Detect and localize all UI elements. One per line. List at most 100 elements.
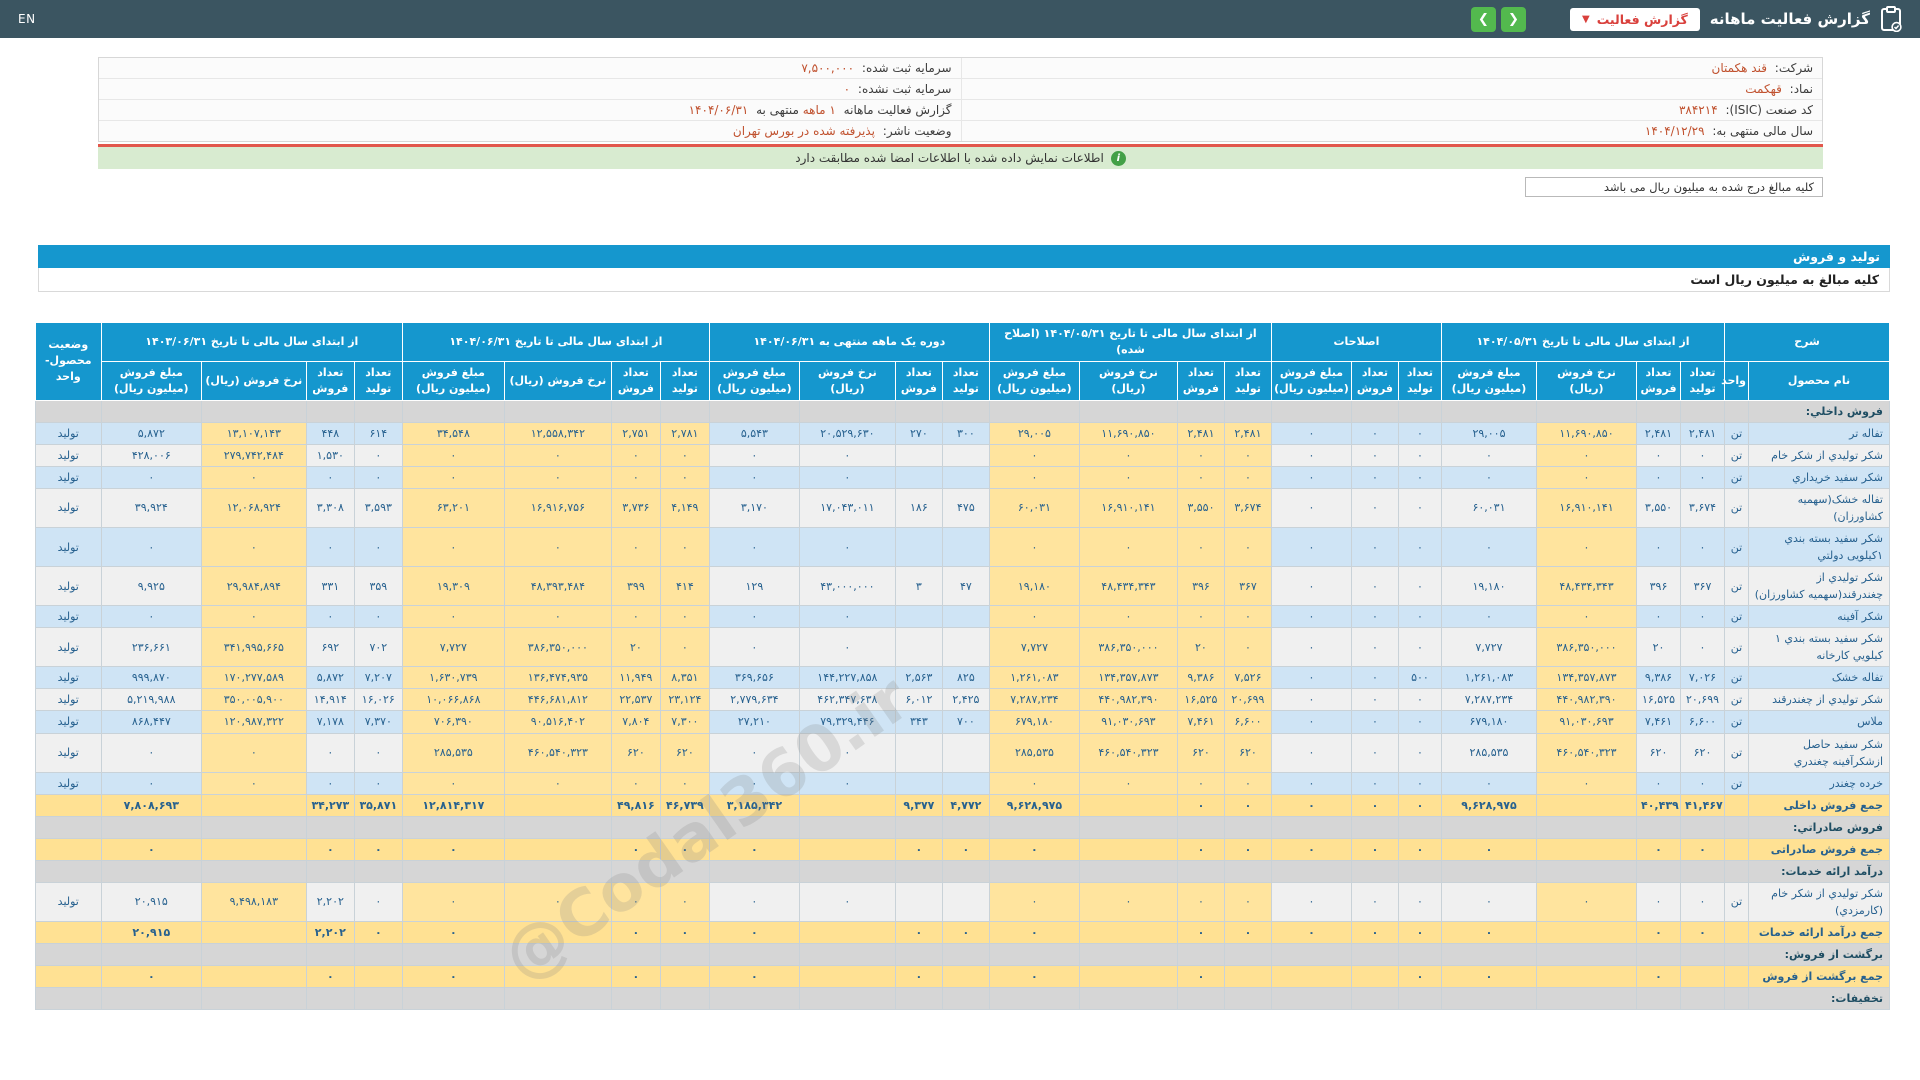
value-cell-adj: ۰: [1270, 605, 1352, 629]
value-cell-g6: ۰: [610, 605, 661, 629]
value-cell-g7: ۹,۹۲۵: [100, 566, 202, 607]
value-cell-g4: ۴۴۰,۹۸۲,۳۹۰: [1078, 688, 1178, 712]
col-sub-header: تعداد تولید: [1223, 360, 1272, 401]
value-cell-adj: ۰: [1350, 527, 1399, 568]
language-switch-en[interactable]: EN: [18, 12, 36, 26]
value-cell-g5: ۲۷۰: [894, 421, 943, 445]
value-cell-g1: ۶۲۰: [1636, 732, 1681, 773]
value-cell-g6: ۴۹,۸۱۶: [610, 793, 661, 817]
value-cell-g6: ۰: [659, 465, 710, 489]
value-cell-adj: ۰: [1350, 487, 1399, 529]
value-cell-g7: ۵,۸۷۲: [305, 666, 355, 690]
status-cell: تولید: [34, 605, 102, 629]
value-cell-adj: ۰: [1397, 465, 1442, 489]
value-cell-g7: ۶۱۴: [353, 421, 403, 445]
table-cell: [1350, 815, 1399, 839]
value-cell-adj: ۰: [1397, 965, 1442, 989]
value-cell-g7: ۵,۸۷۲: [100, 421, 202, 445]
report-type-dropdown[interactable]: گزارش فعالیت ▼: [1569, 7, 1700, 31]
page-title: گزارش فعالیت ماهانه: [1709, 10, 1870, 28]
value-cell-g7: ۳۴۱,۹۹۵,۶۶۵: [200, 627, 307, 668]
table-cell: [100, 859, 202, 883]
value-cell-g6: ۴۸,۳۹۳,۴۸۴: [503, 566, 612, 607]
value-cell-g5: [941, 465, 990, 489]
value-cell-adj: ۰: [1397, 443, 1442, 467]
info-row: کد صنعت (ISIC): ۳۸۴۲۱۴ گزارش فعالیت ماها…: [99, 100, 1822, 121]
unit-cell: تن: [1724, 421, 1749, 445]
prev-report-button[interactable]: ❮: [1500, 6, 1526, 32]
value-cell-g7: ۳۵۰,۰۰۵,۹۰۰: [200, 688, 307, 712]
table-cell: [100, 399, 202, 423]
value-cell-g6: ۰: [610, 920, 661, 944]
table-cell: [1078, 815, 1178, 839]
value-cell-g1: ۰: [1440, 965, 1538, 989]
value-cell-adj: ۰: [1350, 666, 1399, 690]
value-cell-adj: ۰: [1270, 527, 1352, 568]
value-cell-g1: ۷,۲۸۷,۲۳۴: [1440, 688, 1538, 712]
table-row: تفاله خشک(سهمیه کشاورزان) تن ۳,۶۷۴ ۳,۵۵۰ ۱۶,…: [34, 487, 1890, 529]
value-cell-g6: ۰: [401, 527, 505, 568]
value-cell-adj: ۰: [1397, 881, 1442, 922]
value-cell-g6: ۰: [503, 443, 612, 467]
table-cell: [1536, 859, 1637, 883]
symbol-label: نماد:: [1789, 82, 1813, 96]
value-cell-g5: ۰: [708, 837, 800, 861]
value-cell-adj: ۰: [1270, 771, 1352, 795]
table-row: تفاله تر تن ۲,۴۸۱ ۲,۴۸۱ ۱۱,۶۹۰,۸۵۰ ۲۹,۰۰۵ ۰ ۰ ۰ ۲…: [34, 421, 1890, 445]
value-cell-g4: ۶۰,۰۳۱: [988, 487, 1080, 529]
value-cell-g7: ۰: [305, 732, 355, 773]
value-cell-g1: ۰: [1636, 465, 1681, 489]
value-cell-g6: ۱۶,۹۱۶,۷۵۶: [503, 487, 612, 529]
value-cell-g7: ۳۹,۹۲۴: [100, 487, 202, 529]
product-name-cell: ملاس: [1748, 710, 1890, 734]
value-cell-g1: [1536, 793, 1637, 817]
value-cell-g1: ۰: [1680, 837, 1725, 861]
col-sub-header: مبلغ فروش (میلیون ریال): [708, 360, 800, 401]
value-cell-g5: ۱۴۴,۲۲۷,۸۵۸: [798, 666, 896, 690]
value-cell-g4: ۰: [1176, 465, 1225, 489]
value-cell-adj: ۰: [1270, 443, 1352, 467]
col-group-adj: اصلاحات: [1270, 322, 1442, 362]
signature-notice-text: اطلاعات نمایش داده شده با اطلاعات امضا ش…: [795, 151, 1104, 165]
table-cell: [200, 815, 307, 839]
table-cell: [894, 859, 943, 883]
value-cell-g4: [1078, 793, 1178, 817]
value-cell-g4: ۲,۴۸۱: [1176, 421, 1225, 445]
unit-cell: تن: [1724, 566, 1749, 607]
unit-cell: تن: [1724, 881, 1749, 922]
value-cell-g6: ۲۲,۵۳۷: [610, 688, 661, 712]
value-cell-adj: ۰: [1270, 666, 1352, 690]
product-name-cell: خرده چغندر: [1748, 771, 1890, 795]
table-cell: [941, 859, 990, 883]
next-report-button[interactable]: ❯: [1470, 6, 1496, 32]
value-cell-g4: ۰: [988, 771, 1080, 795]
issuer-status-value: پذیرفته شده در بورس تهران: [732, 124, 875, 138]
col-group-g5: دوره یک ماهه منتهی به ۱۴۰۴/۰۶/۳۱: [708, 322, 990, 362]
value-cell-g1: ۰: [1680, 527, 1725, 568]
table-cell: [34, 942, 102, 967]
value-cell-g7: ۱۷۰,۲۷۷,۵۸۹: [200, 666, 307, 690]
col-group-g6: از ابتدای سال مالی تا تاریخ ۱۴۰۴/۰۶/۳۱: [401, 322, 710, 362]
unit-cell: [1724, 837, 1749, 861]
table-cell: [1636, 987, 1681, 1011]
section-row: برگشت از فروش:: [34, 942, 1890, 967]
value-cell-g1: ۰: [1636, 881, 1681, 922]
value-cell-adj: ۰: [1397, 605, 1442, 629]
value-cell-g4: ۰: [988, 605, 1080, 629]
value-cell-g4: [1223, 965, 1272, 989]
col-sub-header: نرخ فروش (ریال): [200, 360, 307, 401]
col-sub-header: نرخ فروش (ریال): [1536, 360, 1637, 401]
value-cell-g7: ۷۰۲: [353, 627, 403, 668]
value-cell-g1: ۰: [1680, 881, 1725, 922]
value-cell-g4: ۰: [988, 443, 1080, 467]
value-cell-g6: ۱۹,۳۰۹: [401, 566, 505, 607]
col-sub-header: مبلغ فروش (میلیون ریال): [401, 360, 505, 401]
table-cell: [100, 942, 202, 967]
value-cell-g5: ۱۸۶: [894, 487, 943, 529]
table-cell: [988, 987, 1080, 1011]
issuer-status-label: وضعیت ناشر:: [882, 124, 952, 138]
table-cell: [1536, 815, 1637, 839]
value-cell-g4: ۱,۲۶۱,۰۸۳: [988, 666, 1080, 690]
info-row: شرکت: قند هکمتان سرمایه ثبت شده: ۷,۵۰۰,۰…: [99, 58, 1822, 79]
fiscal-year-label: سال مالی منتهی به:: [1712, 124, 1813, 138]
